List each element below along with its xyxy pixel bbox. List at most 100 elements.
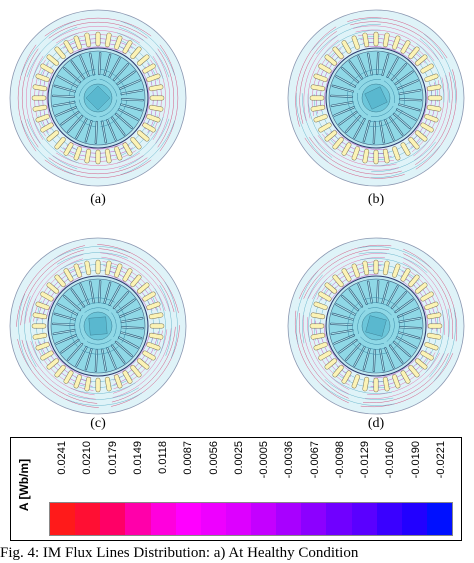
rotor-bar-core [119,308,140,318]
flux-line [56,30,140,44]
rotor-bar-core [373,121,376,144]
motor-cross-section [287,9,465,187]
rotor-bar-core [109,286,120,306]
stator-slot [40,122,54,133]
stator-slot [46,130,60,142]
flux-line [294,310,349,404]
flux-line [403,257,449,337]
stator-slot [373,259,379,275]
stator-slot [427,95,443,101]
rotor-bar-core [54,313,76,320]
flux-line [317,135,397,167]
flux-line [414,74,449,161]
colorbar-swatch [150,503,176,535]
flux-line [30,56,44,140]
legend-tick-label: 0.0118 [150,441,177,500]
stator-slot [130,136,142,150]
flux-line [403,248,458,342]
flux-line [321,29,381,58]
stator-slot [35,342,50,351]
stator-slot [424,342,439,351]
flux-line [86,339,112,345]
flux-line [97,244,179,313]
stator-slot [122,268,133,282]
stator-slot [332,274,344,288]
stator-slot [324,358,338,370]
stator-slot [400,142,411,156]
flux-line [112,328,172,398]
stator-slot [362,260,370,276]
flux-line [16,245,85,327]
stator-slot [351,263,360,278]
colorbar-swatch [401,503,427,535]
flux-line [307,317,350,390]
rotor-bar-core [336,76,356,87]
legend-tick-label: 0.0087 [175,441,202,500]
rotor-bar-core [354,118,365,138]
rotor-bar-core [396,337,416,348]
stator-slot [414,358,428,370]
stator-slot [309,323,325,329]
stator-slot [324,130,338,142]
stator-slot [426,332,442,340]
stator-slot [73,146,82,161]
flux-line [53,246,131,260]
stator-slot [54,136,66,150]
flux-line [303,35,338,122]
flux-line [415,69,457,170]
rotor-bar-core [332,85,354,92]
flux-line [399,279,429,329]
colorbar-swatch [251,503,277,535]
legend-tick-label: -0.0160 [377,441,404,500]
flux-line [316,23,381,55]
stator-slot [148,332,164,340]
flux-line [353,74,383,89]
rotor-bar-core [101,349,107,371]
flux-line [45,275,83,320]
stator-slot [408,364,420,378]
stator-slot [84,376,92,392]
flux-line [100,68,128,96]
stator-slot [318,350,332,361]
rotor-bar-core [53,329,75,335]
rotor-bar-core [106,347,116,368]
stator-slot [122,40,133,54]
rotor-bar-core [113,63,129,81]
flux-line [307,39,339,119]
rotor-bar-core [363,348,370,370]
flux-line [413,77,445,157]
rotor-bar-core [61,111,79,125]
flux-line [367,352,440,395]
legend-tick-text: -0.0160 [384,441,397,479]
stator-slot [382,32,390,48]
stator-slot [313,114,328,123]
flux-line [356,339,387,350]
flux-line [383,80,395,104]
flux-line [120,20,176,76]
stator-slot [35,301,50,310]
legend-tick-label: -0.0005 [251,441,278,500]
flux-line [334,129,388,150]
legend-tick-label: -0.0098 [327,441,354,500]
rotor-bar-core [121,89,143,95]
legend-tick-label: -0.0067 [302,441,329,500]
flux-line [307,93,336,153]
legend-tick-label: 0.0179 [100,441,127,500]
rotor-bar-core [339,111,357,125]
flux-line [99,99,118,118]
flux-line [157,48,175,148]
flux-line [68,387,140,400]
flux-line [392,313,405,350]
flux-line [303,315,349,395]
colorbar-swatch [376,503,402,535]
stator-slot [427,323,443,329]
flux-plot-a [8,8,188,188]
stator-slot [341,40,352,54]
rotor-bar-core [95,349,98,372]
flux-line [388,71,405,106]
rotor-bar-core [391,63,407,81]
flux-line [407,86,428,140]
stator-slot [332,136,344,150]
stator-slot [362,32,370,48]
rotor-bar-core [76,346,87,366]
